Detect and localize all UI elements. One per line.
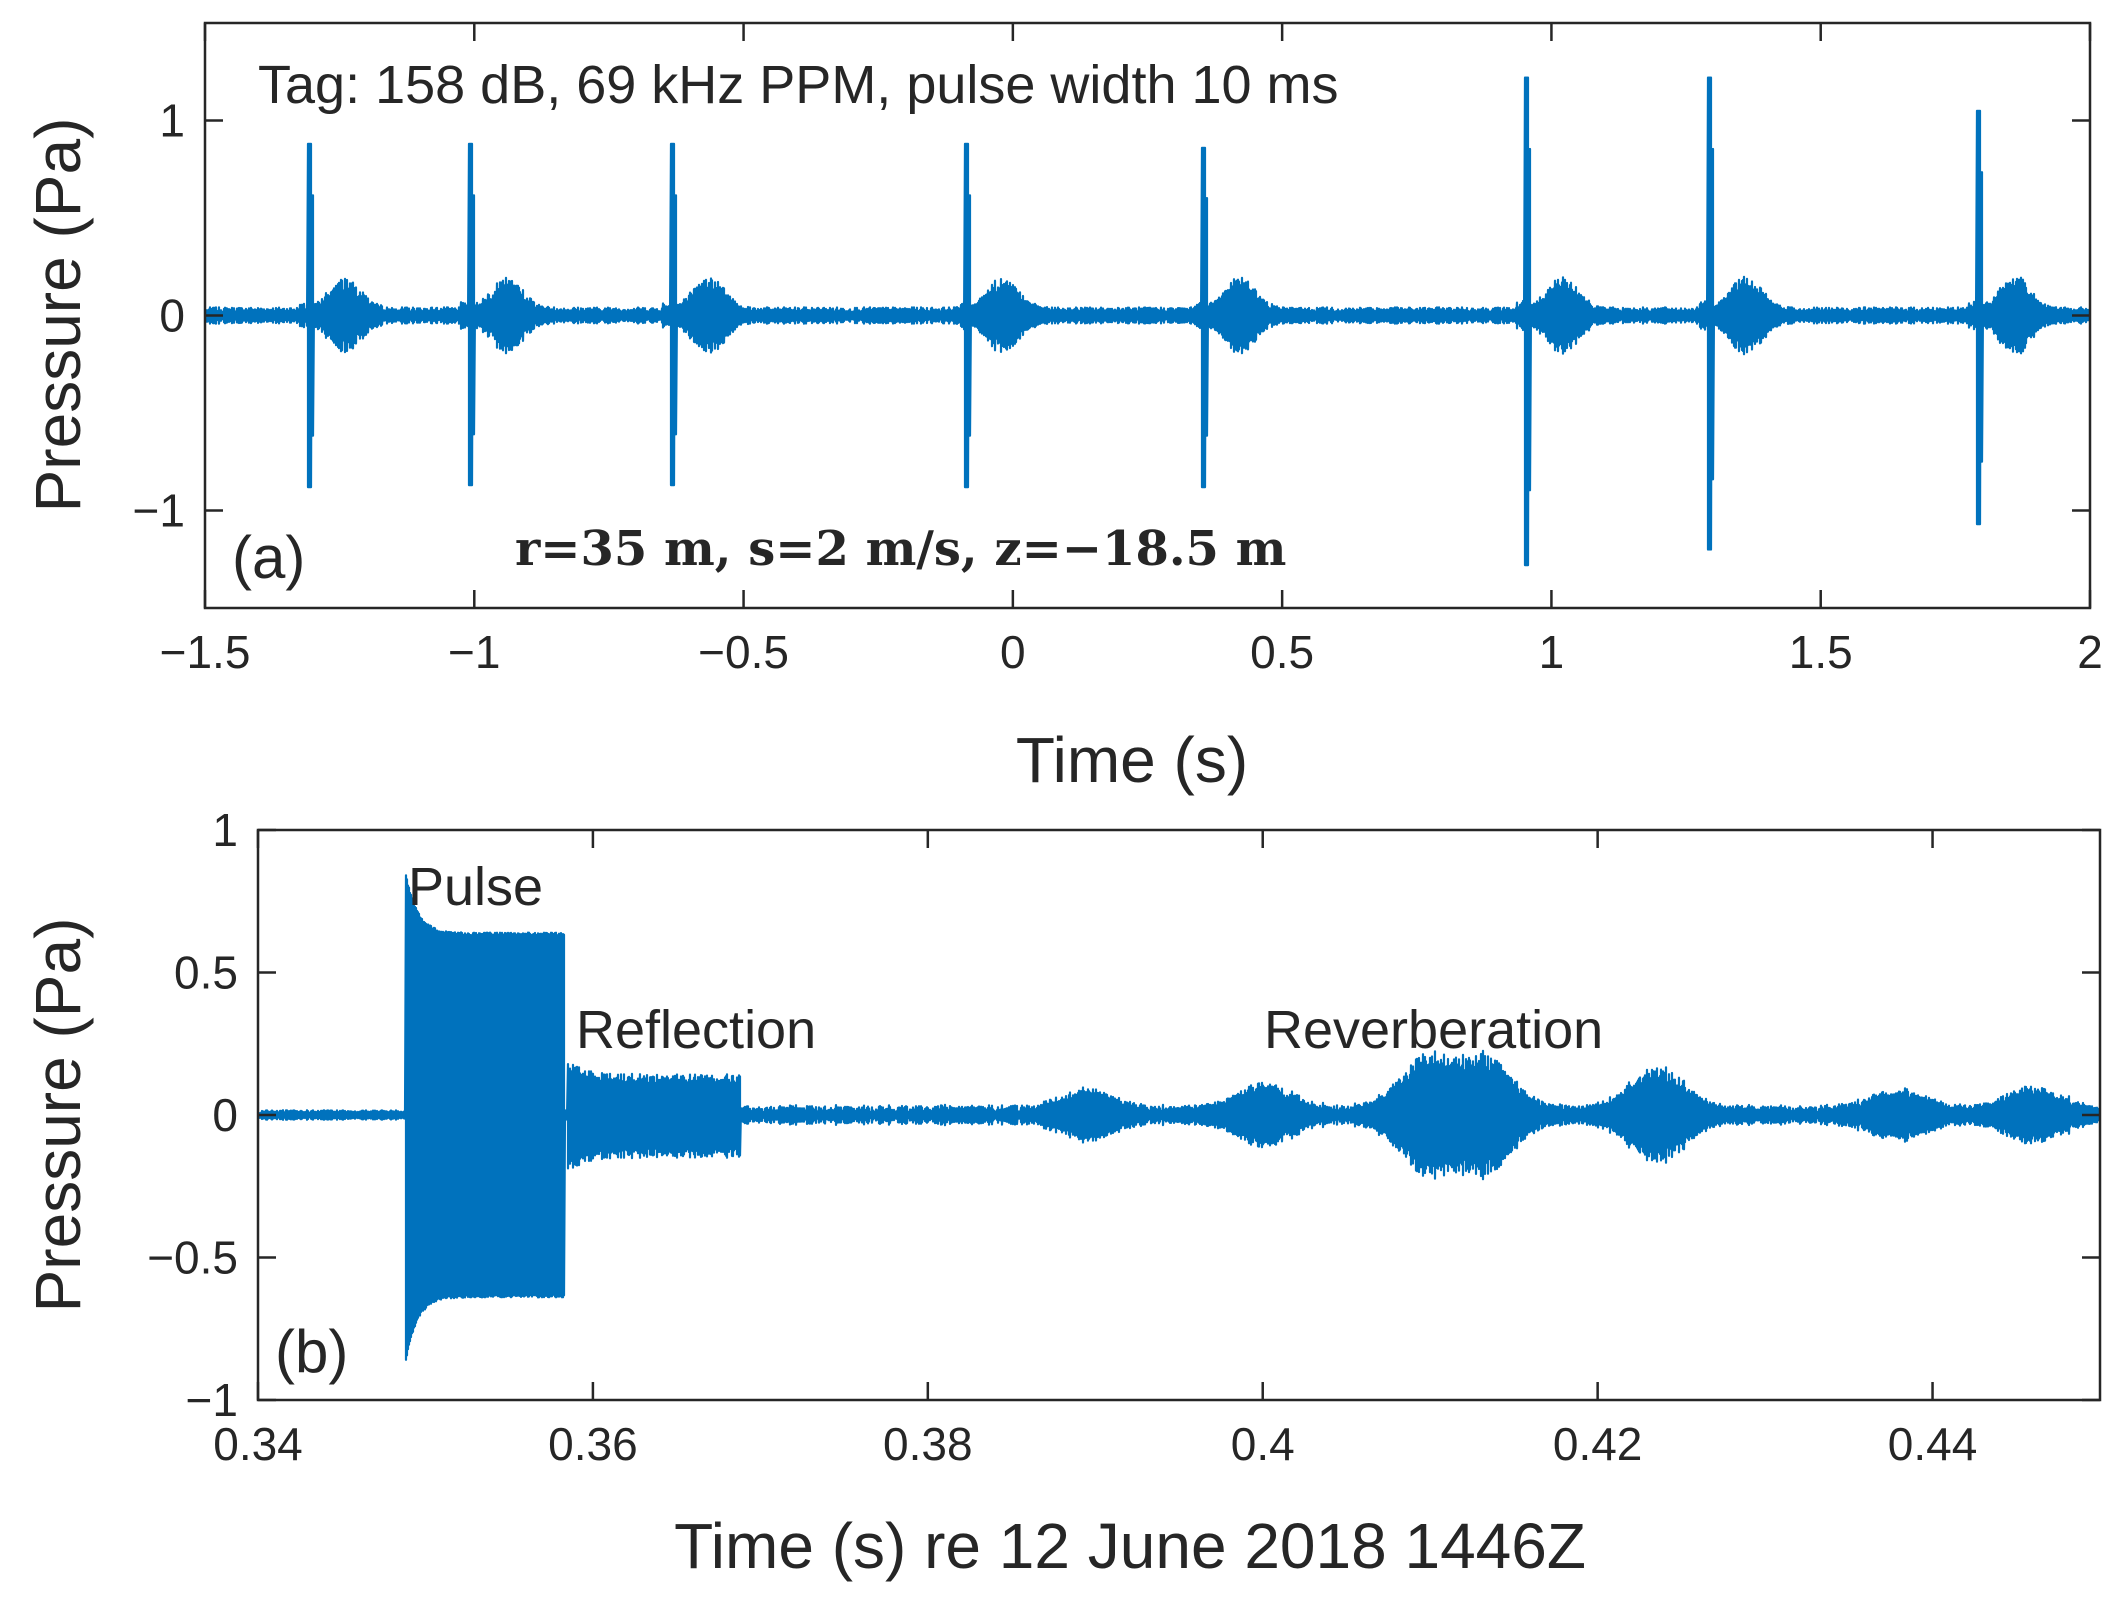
panel-a-xtick-label: −1 <box>448 626 500 678</box>
panel-b-xtick-label: 0.42 <box>1553 1418 1643 1470</box>
panel-b-xtick-label: 0.34 <box>213 1418 303 1470</box>
panel-a-ytick-label: −1 <box>133 485 185 537</box>
panel-a: −1.5 −1 −0.5 0 0.5 1 1.5 2 −1 0 1 Tag: 158 dB, 69 … <box>22 21 2103 796</box>
panel-a-xtick-label: 1 <box>1539 626 1565 678</box>
tag-annotation: Tag: 158 dB, 69 kHz PPM, pulse width 10 … <box>258 55 1339 115</box>
pulse-annotation: Pulse <box>408 857 543 917</box>
panel-b-xtick-label: 0.38 <box>883 1418 973 1470</box>
y-axis-label-a: Pressure (Pa) <box>22 118 94 513</box>
panel-a-xtick-label: 0.5 <box>1250 626 1314 678</box>
panel-label-a: (a) <box>232 524 305 591</box>
y-axis-label-b: Pressure (Pa) <box>22 918 94 1313</box>
x-axis-label-a: Time (s) <box>1016 724 1248 796</box>
x-axis-label-b: Time (s) re 12 June 2018 1446Z <box>674 1510 1586 1582</box>
ticks-b: 0.34 0.36 0.38 0.4 0.42 0.44 −1 −0.5 0 0.5 1 <box>147 804 2100 1470</box>
reverberation-annotation: Reverberation <box>1264 1000 1603 1060</box>
panel-b-ytick-label: −1 <box>186 1374 238 1426</box>
panel-a-xtick-label: 1.5 <box>1789 626 1853 678</box>
panel-a-xtick-label: −0.5 <box>698 626 789 678</box>
panel-b-ytick-label: 0.5 <box>174 947 238 999</box>
panel-b-ytick-label: 0 <box>212 1089 238 1141</box>
params-annotation: r=35 m, s=2 m/s, z=−18.5 m <box>515 521 1286 577</box>
panel-a-ytick-label: 0 <box>159 290 185 342</box>
pressure-trace-a <box>205 76 2090 567</box>
panel-a-ytick-label: 1 <box>159 95 185 147</box>
panel-b-ytick-label: 1 <box>212 804 238 856</box>
panel-label-b: (b) <box>275 1318 348 1385</box>
ticks-a: −1.5 −1 −0.5 0 0.5 1 1.5 2 −1 0 1 <box>133 23 2103 678</box>
panel-b-xtick-label: 0.44 <box>1888 1418 1978 1470</box>
panel-a-xtick-label: 0 <box>1000 626 1026 678</box>
panel-a-xtick-label: −1.5 <box>160 626 251 678</box>
panel-a-xtick-label: 2 <box>2077 626 2103 678</box>
reflection-annotation: Reflection <box>576 1000 816 1060</box>
pressure-trace-b <box>258 874 2100 1361</box>
panel-b-xtick-label: 0.36 <box>548 1418 638 1470</box>
panel-b-xtick-label: 0.4 <box>1231 1418 1295 1470</box>
panel-b: 0.34 0.36 0.38 0.4 0.42 0.44 −1 −0.5 0 0.5 1 Pulse… <box>22 804 2102 1582</box>
panel-b-ytick-label: −0.5 <box>147 1232 238 1284</box>
